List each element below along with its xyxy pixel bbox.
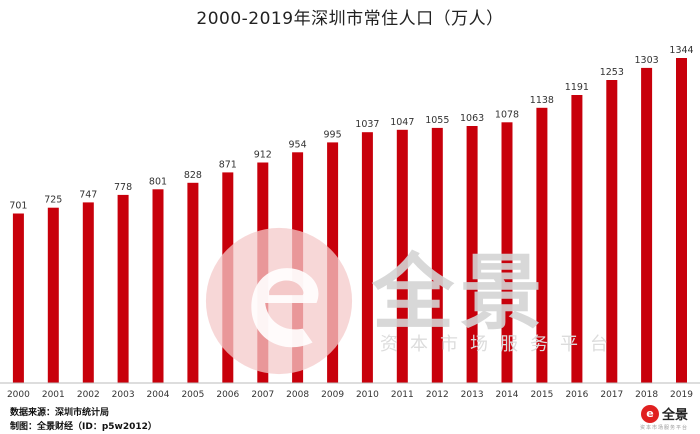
bar-2007 [257,162,269,383]
value-label-2003: 778 [114,182,132,193]
bar-2004 [152,189,164,383]
x-tick-label-2009: 2009 [321,390,344,400]
value-label-2018: 1303 [635,55,659,66]
value-label-2010: 1037 [355,119,379,130]
bar-2012 [431,127,443,384]
value-label-2008: 954 [289,139,307,150]
x-tick-label-2013: 2013 [461,390,484,400]
logo-text: 全景 [661,408,688,423]
bar-2005 [187,182,199,383]
bar-2016 [571,95,583,383]
chart-producer: 制图：全景财经（ID：p5w2012） [10,422,157,432]
value-label-2009: 995 [324,129,342,140]
bar-2015 [536,107,548,384]
x-tick-label-2000: 2000 [7,390,30,400]
value-label-2019: 1344 [669,45,693,56]
x-tick-label-2017: 2017 [600,390,623,400]
x-tick-label-2003: 2003 [112,390,135,400]
bar-2009 [327,142,339,383]
x-tick-label-2014: 2014 [496,390,519,400]
value-label-2013: 1063 [460,113,484,124]
bar-2018 [641,67,653,384]
x-tick-label-2005: 2005 [181,390,204,400]
x-tick-label-2010: 2010 [356,390,379,400]
value-label-2011: 1047 [390,117,414,128]
footer-logo: e 全景 [640,404,688,423]
value-label-2006: 871 [219,159,237,170]
value-label-2017: 1253 [600,67,624,78]
bar-2011 [396,129,408,383]
x-tick-label-2015: 2015 [530,390,553,400]
value-label-2016: 1191 [565,82,589,93]
bar-2019 [676,58,687,383]
bar-2002 [82,202,94,383]
value-label-2005: 828 [184,170,202,181]
x-tick-label-2012: 2012 [426,390,449,400]
bar-2013 [466,126,478,383]
bar-2001 [47,207,59,383]
bar-2003 [117,194,129,383]
bar-2000 [12,213,24,383]
bar-2014 [501,122,513,384]
data-source: 数据来源：深圳市统计局 [10,408,110,418]
bar-2006 [222,172,234,383]
value-label-2015: 1138 [530,95,554,106]
x-tick-label-2011: 2011 [391,390,414,400]
bar-2008 [292,152,304,383]
value-label-2007: 912 [254,150,272,161]
value-label-2001: 725 [44,195,62,206]
bar-2017 [606,80,618,383]
value-label-2012: 1055 [425,115,449,126]
logo-mark-icon: e [640,404,659,423]
x-tick-label-2001: 2001 [42,390,65,400]
value-label-2000: 701 [9,201,27,212]
logo-subtitle: 资本市场服务平台 [639,425,688,431]
value-label-2014: 1078 [495,109,519,120]
chart-title: 2000-2019年深圳市常住人口（万人） [196,9,504,29]
x-tick-label-2007: 2007 [251,390,274,400]
x-tick-label-2016: 2016 [565,390,588,400]
x-tick-label-2004: 2004 [147,390,170,400]
value-label-2004: 801 [149,176,167,187]
bar-2010 [361,132,373,383]
x-tick-label-2006: 2006 [216,390,239,400]
x-tick-label-2002: 2002 [77,390,100,400]
x-tick-label-2008: 2008 [286,390,309,400]
value-label-2002: 747 [79,189,97,200]
x-tick-label-2018: 2018 [635,390,658,400]
x-tick-label-2019: 2019 [670,390,693,400]
